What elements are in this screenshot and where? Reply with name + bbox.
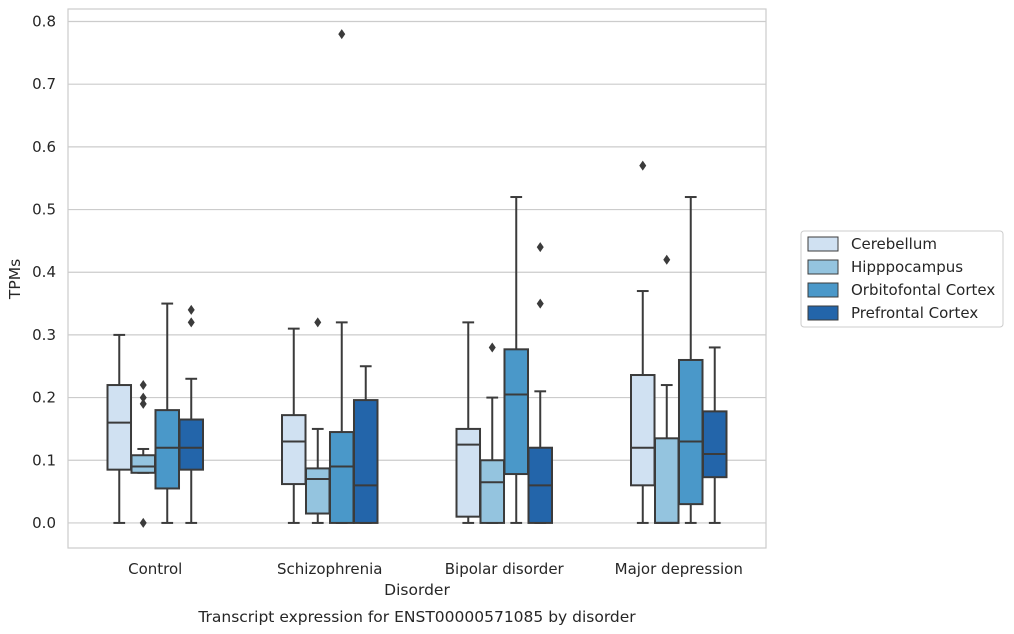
box-body bbox=[304, 467, 331, 515]
x-tick-label: Control bbox=[128, 560, 182, 578]
outlier-point bbox=[536, 298, 544, 309]
y-tick-label: 0.5 bbox=[32, 201, 56, 219]
legend-label: Prefrontal Cortex bbox=[851, 304, 978, 322]
outlier-point bbox=[139, 392, 147, 403]
series-group bbox=[178, 242, 728, 524]
outlier-point bbox=[536, 242, 544, 253]
legend-label: Orbitofontal Cortex bbox=[851, 281, 995, 299]
box-body bbox=[479, 459, 506, 524]
box-body bbox=[701, 410, 728, 479]
legend-label: Cerebellum bbox=[851, 235, 937, 253]
outlier-point bbox=[338, 29, 346, 40]
y-tick-label: 0.0 bbox=[32, 514, 56, 532]
legend-label: Hipppocampus bbox=[851, 258, 963, 276]
box-body bbox=[178, 418, 204, 471]
box-body bbox=[653, 437, 680, 524]
y-tick-label: 0.2 bbox=[32, 389, 56, 407]
box-body bbox=[154, 409, 181, 490]
outlier-point bbox=[314, 317, 322, 328]
outlier-point bbox=[139, 517, 147, 528]
outlier-point bbox=[139, 380, 147, 391]
x-tick-label: Schizophrenia bbox=[277, 560, 382, 578]
y-tick-label: 0.3 bbox=[32, 326, 56, 344]
legend-swatch bbox=[807, 236, 839, 252]
box-body bbox=[328, 431, 355, 524]
series-group bbox=[154, 29, 704, 524]
series-group bbox=[130, 254, 680, 528]
y-tick-label: 0.7 bbox=[32, 75, 56, 93]
box-series bbox=[106, 29, 728, 528]
legend-frame bbox=[800, 230, 1004, 328]
series-group bbox=[106, 160, 656, 524]
legend: Cerebellum Hipppocampus Orbitofontal Corte… bbox=[800, 230, 1004, 328]
x-axis-ticks: Control Schizophrenia Bipolar disorder Majo… bbox=[128, 560, 743, 578]
plot-area-frame bbox=[67, 8, 767, 549]
legend-swatch bbox=[807, 259, 839, 275]
y-axis-ticks: 0.0 0.1 0.2 0.3 0.4 0.5 0.6 0.7 0.8 bbox=[32, 13, 56, 532]
x-tick-label: Major depression bbox=[615, 560, 743, 578]
box-body bbox=[352, 399, 379, 524]
x-axis-title: Disorder bbox=[384, 581, 450, 599]
y-tick-label: 0.1 bbox=[32, 451, 56, 469]
legend-swatch bbox=[807, 282, 839, 298]
box-body bbox=[455, 427, 482, 518]
outlier-point bbox=[663, 254, 671, 265]
outlier-point bbox=[139, 398, 147, 409]
box-body bbox=[130, 454, 157, 474]
box-body bbox=[630, 374, 656, 487]
y-tick-label: 0.4 bbox=[32, 263, 56, 281]
x-tick-label: Bipolar disorder bbox=[445, 560, 565, 578]
outlier-point bbox=[187, 304, 195, 315]
box-body bbox=[106, 384, 133, 471]
box-body bbox=[503, 348, 530, 476]
y-tick-label: 0.8 bbox=[32, 13, 56, 31]
outlier-point bbox=[187, 317, 195, 328]
outlier-point bbox=[488, 342, 496, 353]
outlier-point bbox=[639, 160, 647, 171]
box-body bbox=[677, 358, 704, 506]
legend-swatch bbox=[807, 305, 839, 321]
y-axis-title: TPMs bbox=[6, 259, 24, 300]
y-tick-label: 0.6 bbox=[32, 138, 56, 156]
chart-title: Transcript expression for ENST0000057108… bbox=[197, 608, 636, 626]
box-body bbox=[281, 414, 307, 486]
